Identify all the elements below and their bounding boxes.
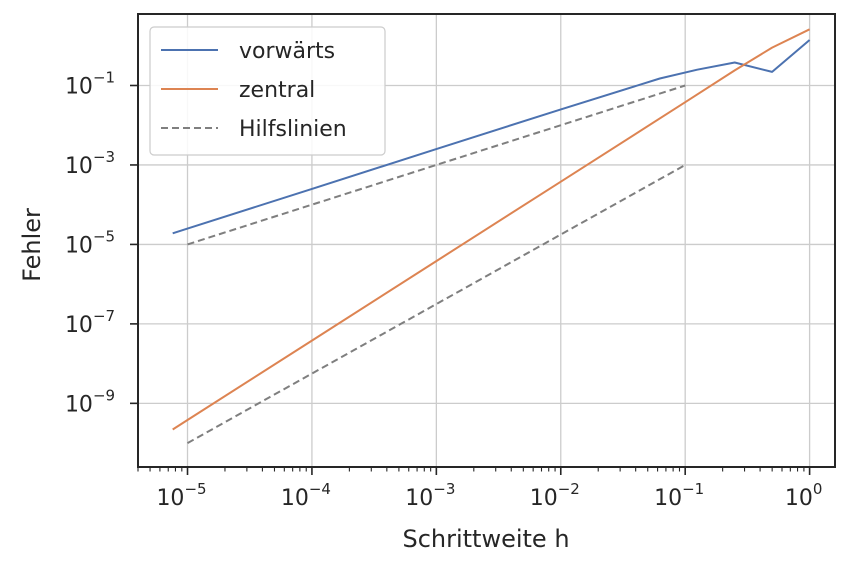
x-tick-exponent: −4 [309, 480, 331, 498]
y-tick-label: 10−5 [65, 227, 115, 258]
y-tick-exponent: −9 [93, 386, 115, 404]
x-tick-base: 10 [281, 486, 309, 511]
plot-frame [137, 13, 836, 468]
y-tick-exponent: −3 [93, 148, 115, 166]
legend-label: Hilfslinien [239, 117, 347, 142]
series-vorw-rts [172, 39, 811, 235]
legend-box [149, 26, 386, 156]
x-tick-label: 10−4 [281, 480, 331, 511]
y-axis-label: Fehler [18, 208, 46, 282]
y-tick-label: 10−1 [65, 68, 115, 99]
y-tick-label: 10−3 [65, 148, 115, 179]
legend-label: vorwärts [239, 39, 335, 64]
minor-ticks [137, 467, 805, 472]
x-axis-label: Schrittweite h [402, 525, 569, 553]
x-tick-base: 10 [156, 486, 184, 511]
series-hilfslinien [187, 84, 686, 246]
x-tick-exponent: −1 [682, 480, 704, 498]
x-tick-base: 10 [785, 486, 813, 511]
y-axis-ticks: 10−910−710−510−310−1 [65, 68, 138, 417]
legend: vorwärts zentral Hilfslinien [149, 26, 386, 156]
y-tick-base: 10 [65, 313, 93, 338]
y-tick-base: 10 [65, 233, 93, 258]
x-tick-base: 10 [530, 486, 558, 511]
x-tick-label: 10−1 [654, 480, 704, 511]
y-tick-base: 10 [65, 154, 93, 179]
y-tick-label: 10−7 [65, 307, 115, 338]
x-axis-ticks: 10−5 10−4 10−3 10−2 10−1 100 [156, 467, 822, 511]
legend-label: zentral [239, 78, 315, 103]
x-tick-base: 10 [654, 486, 682, 511]
series-helper-line-3 [187, 164, 686, 444]
x-tick-base: 10 [405, 486, 433, 511]
y-tick-base: 10 [65, 74, 93, 99]
x-tick-label: 10−2 [530, 480, 580, 511]
series-layer [172, 28, 811, 444]
x-tick-exponent: −3 [433, 480, 455, 498]
y-tick-exponent: −1 [93, 68, 115, 86]
grid [138, 14, 835, 467]
y-tick-exponent: −5 [93, 227, 115, 245]
x-tick-exponent: −5 [184, 480, 206, 498]
x-tick-label: 10−5 [156, 480, 206, 511]
y-tick-label: 10−9 [65, 386, 115, 417]
y-tick-base: 10 [65, 392, 93, 417]
series-zentral [172, 28, 811, 431]
x-tick-exponent: −2 [558, 480, 580, 498]
x-tick-label: 100 [785, 480, 823, 511]
x-tick-label: 10−3 [405, 480, 455, 511]
x-tick-exponent: 0 [813, 480, 823, 498]
y-tick-exponent: −7 [93, 307, 115, 325]
